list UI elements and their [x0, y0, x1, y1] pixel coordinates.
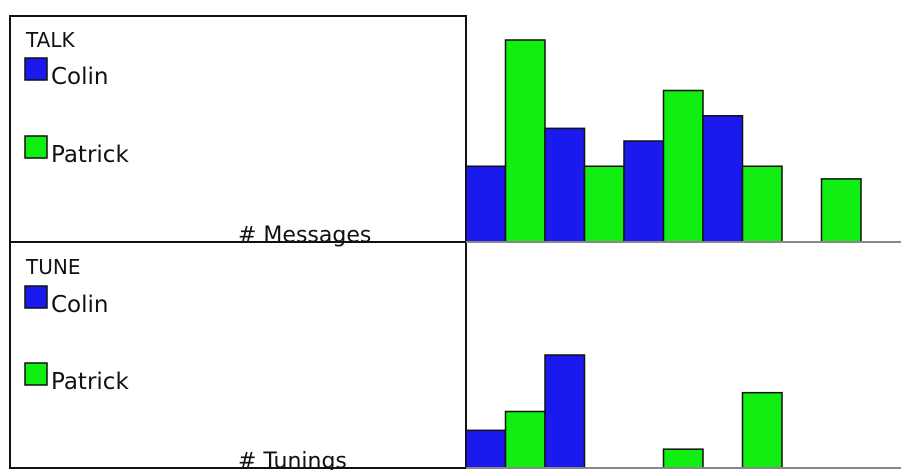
tune-info-box	[9, 241, 467, 469]
talk-panel-label: TALK	[25, 28, 75, 52]
talk-bar-6-patrick	[662, 89, 704, 243]
talk-bar-10-patrick	[820, 178, 862, 243]
talk-bar-2-patrick	[504, 39, 546, 243]
talk-bar-5-colin	[623, 140, 665, 243]
tune-bar-3-colin	[544, 354, 586, 469]
talk-legend-patrick-swatch	[24, 135, 48, 159]
tune-legend-patrick-swatch	[24, 362, 48, 386]
tune-y-axis-label: # Tunings	[238, 449, 347, 470]
talk-bar-3-colin	[544, 127, 586, 243]
talk-legend-colin-swatch	[24, 57, 48, 81]
talk-legend-colin-label: Colin	[51, 64, 109, 90]
talk-legend-patrick-label: Patrick	[51, 142, 129, 168]
talk-bar-1-colin	[465, 165, 507, 243]
talk-bar-4-patrick	[583, 165, 625, 243]
tune-panel-label: TUNE	[25, 255, 80, 279]
talk-bar-7-colin	[702, 115, 744, 243]
tune-legend-colin-swatch	[24, 285, 48, 309]
talk-y-axis-label: # Messages	[238, 223, 371, 248]
tune-bar-group	[465, 354, 783, 469]
talk-bar-group	[465, 39, 862, 243]
tune-legend-colin-label: Colin	[51, 292, 109, 318]
tune-bar-1-colin	[465, 429, 507, 469]
tune-bar-8-patrick	[741, 391, 783, 469]
talk-info-box	[9, 15, 467, 243]
tune-bar-6-patrick	[662, 448, 704, 469]
tune-bar-2-patrick	[504, 410, 546, 469]
tune-legend-patrick-label: Patrick	[51, 369, 129, 395]
talk-bar-8-patrick	[741, 165, 783, 243]
